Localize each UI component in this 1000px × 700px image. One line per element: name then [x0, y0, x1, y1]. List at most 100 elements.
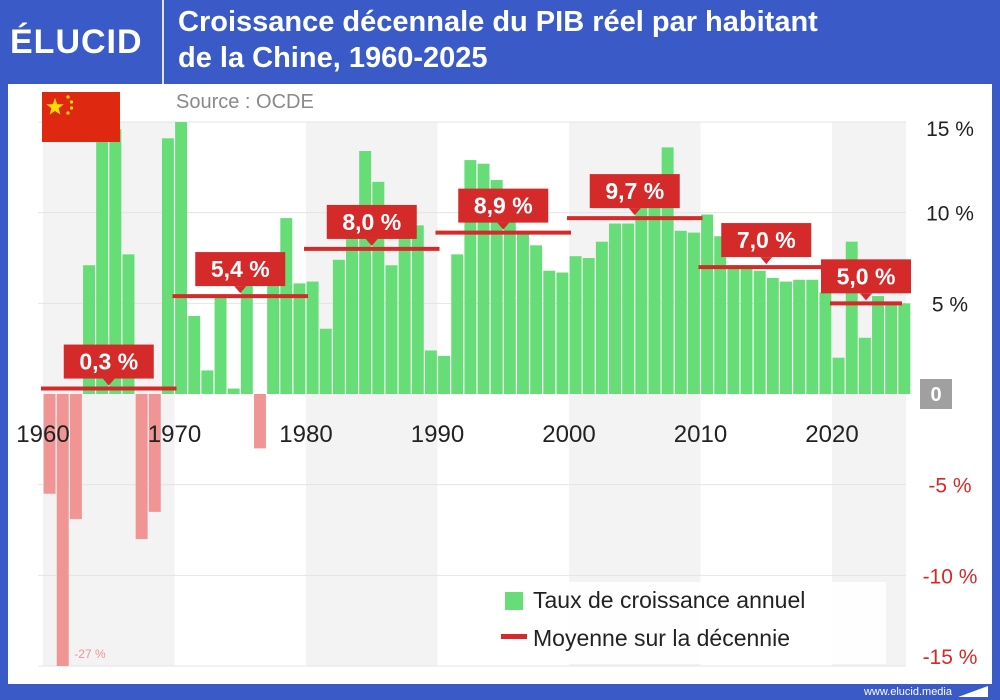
bar-1962: [69, 394, 82, 520]
average-label-box-1990: [458, 188, 549, 223]
x-tick-label: 1990: [411, 421, 464, 448]
bar-1985: [372, 181, 385, 394]
x-tick-label: 1960: [16, 421, 69, 448]
bar-2014: [753, 270, 766, 394]
bar-1960: [43, 394, 56, 494]
bar-2018: [806, 279, 819, 394]
bar-1975: [240, 279, 253, 394]
bar-1991: [451, 254, 464, 394]
bar-1987: [398, 230, 411, 394]
bar-1978: [280, 218, 293, 394]
average-label-pointer-1960: [102, 378, 115, 386]
bar-2008: [674, 230, 687, 394]
bar-2011: [714, 236, 727, 394]
bar-2016: [780, 281, 792, 394]
x-tick-label: 2000: [542, 421, 595, 448]
bar-1989: [424, 350, 437, 394]
y-tick-label: 5 %: [932, 293, 968, 316]
bar-1968: [148, 394, 161, 512]
average-label-1970: 5,4 %: [211, 256, 270, 282]
bar-2017: [793, 279, 806, 394]
bar-1963: [83, 265, 95, 394]
china-flag-icon: [42, 92, 120, 142]
legend-label-annual: Taux de croissance annuel: [533, 587, 805, 613]
bar-2005: [635, 199, 648, 394]
chart-panel: -27 % 0,3 % 5,4 % 8,0 % 8,9 % 9,7 % 7,0 % 5,0 …: [8, 84, 992, 684]
bar-1977: [267, 281, 280, 394]
bar-2010: [701, 214, 714, 394]
bar-data-label: -27 %: [74, 647, 106, 661]
bar-2022: [858, 337, 871, 394]
bar-2009: [687, 232, 700, 394]
zero-badge: [920, 379, 952, 409]
bar-2001: [582, 258, 595, 394]
bar-1997: [530, 245, 543, 394]
bar-2015: [766, 277, 779, 394]
average-label-1990: 8,9 %: [474, 193, 533, 219]
bar-1999: [556, 272, 569, 394]
elucid-mark-icon: [958, 686, 988, 697]
bar-1969: [161, 138, 174, 394]
legend-label-average: Moyenne sur la décennie: [533, 625, 790, 651]
average-label-pointer-1990: [497, 222, 510, 230]
bar-2025: [898, 303, 911, 394]
y-tick-label: 15 %: [926, 118, 974, 141]
bar-2020: [832, 357, 845, 394]
average-label-2010: 7,0 %: [737, 227, 796, 253]
bar-1961: [56, 394, 69, 666]
bar-1965: [109, 129, 122, 394]
bar-2006: [648, 174, 661, 394]
y-tick-label: -10 %: [923, 565, 978, 588]
bar-1992: [464, 160, 477, 394]
bar-1984: [359, 151, 372, 394]
bar-1964: [96, 122, 109, 394]
y-tick-label: -15 %: [923, 646, 978, 669]
bar-1998: [543, 270, 556, 394]
decade-averages: 0,3 % 5,4 % 8,0 % 8,9 % 9,7 % 7,0 % 5,0 %: [41, 174, 911, 391]
x-tick-label: 2010: [674, 421, 727, 448]
average-label-pointer-2010: [760, 257, 773, 265]
average-label-box-1980: [326, 204, 417, 239]
bar-2004: [622, 223, 635, 394]
bar-1967: [135, 394, 148, 540]
bar-1995: [503, 216, 516, 394]
brand-logo: ÉLUCID: [10, 23, 143, 61]
bar-2021: [845, 241, 858, 394]
bar-2019: [819, 292, 832, 394]
legend: Taux de croissance annuel Moyenne sur la…: [498, 582, 886, 664]
bar-1981: [319, 328, 332, 394]
bar-1990: [438, 355, 451, 394]
average-label-box-1970: [195, 252, 286, 287]
axes: 15 % 10 % 5 % 0 -5 % -10 % -15 % 1960 1970 1980 19…: [16, 118, 977, 669]
average-label-box-1960: [63, 344, 154, 379]
bar-1988: [411, 225, 424, 394]
bar-1974: [227, 388, 240, 394]
legend-box: [498, 582, 886, 664]
chart-title-line-2: de la Chine, 1960-2025: [178, 42, 488, 74]
bar-2007: [661, 147, 674, 394]
average-label-1980: 8,0 %: [342, 209, 401, 235]
average-label-pointer-1970: [234, 286, 247, 294]
bar-2003: [609, 223, 621, 394]
average-label-1960: 0,3 %: [79, 349, 138, 375]
bar-2002: [595, 241, 608, 394]
header-divider: [162, 0, 164, 84]
bar-1979: [293, 283, 306, 394]
bar-2024: [885, 303, 898, 394]
bar-1993: [477, 163, 490, 394]
bar-1986: [385, 265, 398, 394]
y-tick-label: -5 %: [928, 475, 971, 498]
y-tick-label: 10 %: [926, 203, 974, 226]
header: ÉLUCID Croissance décennale du PIB réel …: [0, 0, 1000, 84]
bar-1983: [346, 227, 358, 394]
bar-2000: [569, 256, 582, 394]
x-tick-label: 2020: [805, 421, 858, 448]
bar-1966: [122, 254, 135, 394]
legend-swatch-line: [501, 634, 527, 639]
x-tick-label: 1980: [279, 421, 332, 448]
source-note: Source : OCDE: [176, 91, 314, 113]
bar-1994: [490, 180, 503, 394]
average-label-pointer-2020: [860, 293, 872, 301]
y-tick-label-0: 0: [930, 384, 941, 406]
